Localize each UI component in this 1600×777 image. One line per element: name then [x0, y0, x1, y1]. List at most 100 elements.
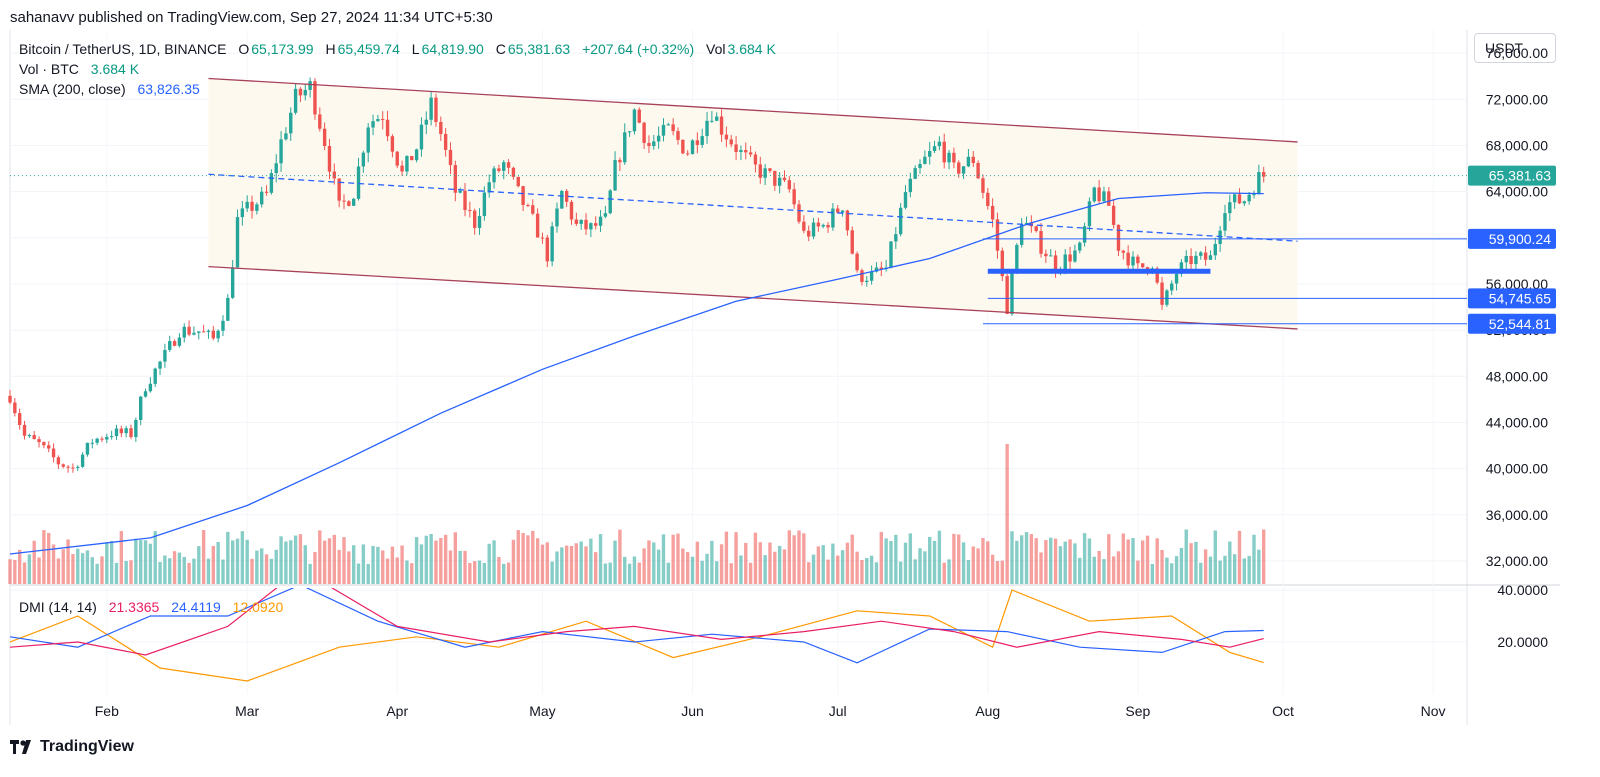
- volume-bar: [56, 558, 61, 584]
- candle-body: [787, 180, 792, 190]
- volume-bar: [124, 560, 128, 584]
- volume-bar: [695, 541, 700, 584]
- candle-body: [976, 163, 980, 179]
- volume-bar: [1019, 535, 1024, 584]
- candle-body: [802, 221, 806, 231]
- volume-bar: [869, 555, 874, 584]
- candle-body: [327, 146, 332, 172]
- price-level-label-bg: [1468, 288, 1556, 309]
- candle-body: [502, 162, 506, 171]
- candle-body: [1126, 252, 1130, 266]
- candle-body: [1194, 255, 1198, 265]
- volume-bar: [763, 555, 767, 584]
- volume-indicator-label[interactable]: Vol · BTC: [19, 61, 79, 77]
- candle-body: [918, 164, 922, 169]
- candle-body: [172, 341, 177, 346]
- candle-body: [758, 164, 762, 178]
- candle-body: [526, 204, 530, 206]
- x-tick-label: Jul: [829, 703, 847, 719]
- candle-body: [85, 442, 90, 455]
- candle-body: [831, 208, 835, 228]
- volume-bar: [230, 540, 235, 584]
- tradingview-logo-icon: [10, 740, 31, 754]
- volume-bar: [1111, 556, 1116, 584]
- candle-body: [47, 445, 51, 449]
- y-tick-label: 76,000.00: [1486, 45, 1548, 61]
- volume-bar: [303, 545, 307, 584]
- volume-bar: [952, 533, 956, 584]
- sma-indicator-label[interactable]: SMA (200, close): [19, 81, 126, 97]
- candle-body: [966, 156, 971, 167]
- candle-body: [1010, 271, 1014, 314]
- volume-bar: [748, 562, 753, 584]
- x-tick-label: Aug: [975, 703, 1000, 719]
- candle-body: [477, 216, 482, 228]
- candle-body: [42, 442, 46, 446]
- volume-bar: [61, 549, 65, 584]
- currency-selector[interactable]: USDT: [1474, 33, 1556, 63]
- candle-body: [274, 163, 278, 174]
- candle-body: [564, 190, 569, 202]
- volume-bar: [80, 553, 85, 584]
- volume-bar: [676, 533, 680, 584]
- candle-body: [623, 132, 627, 163]
- dmi-tick-label: 40.0000: [1497, 582, 1548, 598]
- candle-body: [347, 201, 351, 206]
- volume-bar: [100, 556, 104, 584]
- low-value: 64,819.90: [421, 41, 484, 57]
- candle-body: [134, 419, 138, 438]
- candle-body: [710, 120, 714, 122]
- volume-bar: [1140, 540, 1145, 584]
- volume-bar: [724, 531, 729, 584]
- volume-bar: [1247, 555, 1251, 584]
- volume-bar: [284, 541, 288, 584]
- symbol-title[interactable]: Bitcoin / TetherUS, 1D, BINANCE: [19, 41, 227, 57]
- price-level-label: 59,900.24: [1489, 231, 1551, 247]
- candle-body: [269, 173, 274, 193]
- volume-bar: [240, 531, 245, 584]
- candle-body: [221, 320, 225, 331]
- x-tick-label: May: [529, 703, 555, 719]
- volume-bar: [1262, 529, 1266, 584]
- candle-body: [76, 466, 80, 468]
- volume-bar: [51, 544, 56, 584]
- volume-bar: [898, 561, 903, 584]
- volume-bar: [685, 552, 690, 584]
- dmi-indicator-label[interactable]: DMI (14, 14): [19, 599, 97, 615]
- volume-bar: [637, 562, 641, 584]
- candle-body: [811, 222, 816, 237]
- volume-bar: [298, 534, 303, 584]
- volume-bar: [347, 551, 351, 584]
- candle-body: [1213, 243, 1217, 256]
- candle-body: [816, 222, 821, 227]
- candle-body: [889, 241, 893, 268]
- volume-bar: [1228, 541, 1232, 584]
- volume-bar: [928, 536, 932, 584]
- candle-body: [100, 438, 104, 440]
- volume-bar: [90, 557, 94, 584]
- volume-bar: [1082, 533, 1087, 584]
- volume-bar: [1053, 538, 1058, 584]
- volume-bar: [526, 535, 530, 584]
- candle-body: [1184, 256, 1188, 263]
- candle-body: [894, 234, 898, 242]
- candle-body: [264, 191, 269, 193]
- candle-body: [806, 230, 811, 237]
- candle-body: [1247, 194, 1251, 202]
- volume-bar: [42, 530, 46, 584]
- y-tick-label: 56,000.00: [1486, 276, 1548, 292]
- volume-bar: [109, 541, 114, 584]
- candle-body: [381, 119, 385, 121]
- candle-body: [168, 341, 172, 350]
- vol-label: Vol: [706, 41, 726, 57]
- volume-bar: [1203, 549, 1208, 584]
- candle-body: [90, 442, 94, 444]
- volume-bar: [1039, 552, 1043, 584]
- volume-bar: [690, 556, 695, 584]
- candle-body: [206, 330, 211, 332]
- candle-body: [143, 391, 148, 397]
- candle-body: [632, 109, 637, 132]
- volume-bar: [245, 539, 249, 584]
- candle-body: [700, 136, 704, 145]
